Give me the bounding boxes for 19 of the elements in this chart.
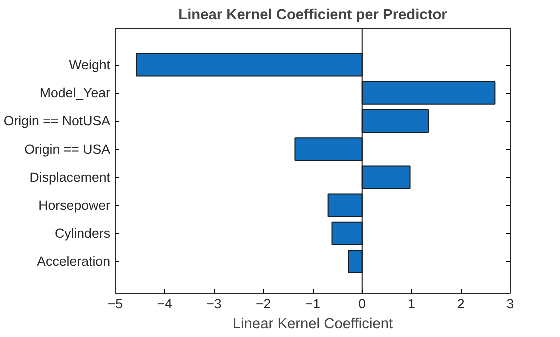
x-tick-label: 2 [457,296,465,312]
y-tick-label: Cylinders [54,226,111,242]
chart-title: Linear Kernel Coefficient per Predictor [178,8,448,24]
x-tick-label: −3 [206,296,222,312]
x-tick-label: −2 [256,296,272,312]
y-tick-label: Origin == NotUSA [4,114,111,129]
x-tick-label: 1 [408,296,416,312]
y-tick-label: Model_Year [40,86,112,101]
y-tick-label: Origin == USA [24,142,111,157]
x-tick-label: 0 [358,296,366,312]
y-tick-label: Acceleration [37,254,111,270]
y-tick-label: Weight [69,58,111,73]
x-axis-title: Linear Kernel Coefficient [232,316,394,332]
x-tick-label: −5 [108,296,124,312]
x-tick-label: −1 [305,296,321,312]
y-tick-label: Displacement [30,170,111,185]
y-tick-label: Horsepower [38,198,112,214]
x-tick-label: −4 [157,296,174,312]
x-tick-label: 3 [506,296,514,312]
